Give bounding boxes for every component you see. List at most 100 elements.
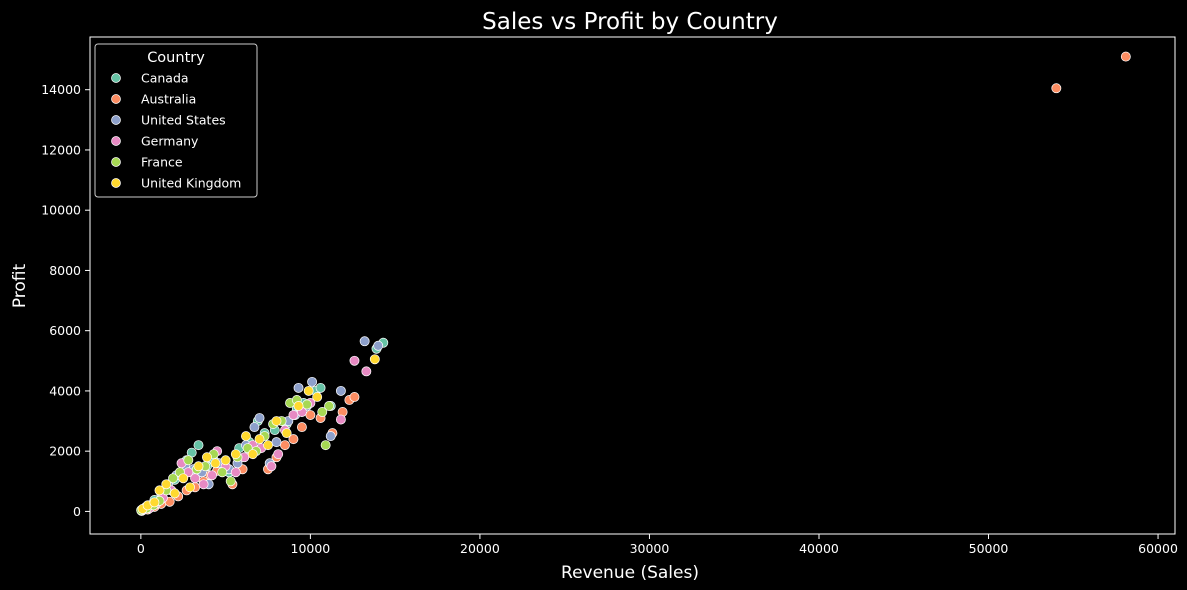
point-united-states (359, 336, 370, 347)
point-germany (335, 414, 346, 425)
point-germany (190, 473, 201, 484)
x-tick-label: 60000 (1138, 541, 1178, 556)
legend-item-germany: Germany (111, 134, 199, 149)
x-tick-label: 40000 (799, 541, 839, 556)
x-tick-label: 10000 (291, 541, 331, 556)
point-france (324, 401, 334, 411)
point-australia (288, 434, 299, 445)
point-france (317, 407, 328, 417)
point-united-kingdom (247, 449, 258, 460)
point-australia (349, 391, 360, 402)
legend-marker-canada (111, 73, 121, 83)
point-united-states (335, 385, 346, 396)
point-united-states (325, 431, 336, 442)
point-united-kingdom (254, 434, 265, 445)
point-united-kingdom (369, 354, 380, 365)
point-united-kingdom (263, 440, 273, 451)
legend-item-canada: Canada (111, 71, 189, 86)
legend-label-france: France (141, 155, 183, 170)
legend-marker-united-states (111, 115, 121, 125)
y-tick-label: 12000 (41, 142, 81, 157)
point-united-states (373, 340, 384, 351)
point-germany (207, 470, 218, 481)
y-tick-label: 14000 (41, 82, 81, 97)
point-france (217, 467, 228, 478)
x-tick-label: 0 (137, 541, 145, 556)
point-united-kingdom (185, 482, 195, 493)
y-tick-label: 2000 (49, 444, 81, 459)
x-tick-label: 20000 (460, 541, 500, 556)
y-axis: 0 2000 4000 6000 8000 10000 12000 14000 (41, 82, 90, 519)
legend-marker-germany (111, 136, 121, 146)
legend-title: Country (147, 50, 205, 66)
point-united-kingdom (312, 391, 323, 402)
point-germany (266, 461, 277, 472)
y-tick-label: 6000 (49, 323, 81, 338)
point-united-kingdom (230, 449, 241, 460)
x-axis-title: Revenue (Sales) (561, 563, 699, 583)
point-united-kingdom (303, 385, 314, 396)
x-axis: 0 10000 20000 30000 40000 50000 60000 (137, 534, 1178, 556)
legend-item-france: France (111, 155, 183, 170)
point-united-states (307, 376, 318, 387)
point-germany (273, 449, 284, 460)
point-united-kingdom (193, 461, 204, 472)
point-france (183, 455, 194, 466)
point-australia (305, 410, 316, 420)
point-united-kingdom (169, 488, 180, 499)
point-germany (361, 366, 372, 377)
legend-box (94, 43, 258, 198)
legend-label-united-kingdom: United Kingdom (141, 176, 241, 191)
point-united-kingdom (154, 485, 165, 496)
point-germany (198, 479, 209, 490)
legend-item-united-kingdom: United Kingdom (111, 176, 241, 191)
x-tick-label: 50000 (969, 541, 1009, 556)
plot-frame (89, 36, 1176, 535)
point-united-states (254, 413, 265, 423)
point-united-kingdom (220, 455, 231, 466)
point-germany (349, 355, 360, 366)
legend-item-australia: Australia (111, 92, 196, 107)
point-united-kingdom (281, 428, 292, 439)
legend-label-australia: Australia (141, 92, 196, 107)
point-united-kingdom (161, 479, 172, 490)
chart-title: Sales vs Profit by Country (482, 9, 778, 35)
point-canada (315, 382, 326, 393)
point-france (168, 473, 179, 484)
legend-marker-united-kingdom (111, 178, 121, 188)
legend-marker-france (111, 157, 121, 167)
points-layer (136, 51, 1131, 516)
legend: Country Canada Australia United States G… (94, 43, 258, 198)
point-united-states (271, 437, 282, 448)
legend-item-united-states: United States (111, 113, 226, 128)
legend-label-canada: Canada (141, 71, 189, 86)
y-axis-title: Profit (10, 263, 30, 308)
point-france (302, 399, 312, 410)
y-tick-label: 10000 (41, 203, 81, 218)
point-united-kingdom (271, 416, 282, 426)
point-germany (288, 410, 299, 420)
y-tick-label: 4000 (49, 383, 81, 398)
point-united-states (293, 382, 304, 393)
point-united-kingdom (293, 401, 304, 411)
point-france (225, 476, 236, 487)
point-australia (1120, 51, 1131, 62)
point-united-kingdom (178, 473, 189, 484)
point-united-states (249, 422, 260, 433)
x-tick-label: 30000 (630, 541, 670, 556)
point-germany (230, 467, 241, 478)
legend-label-germany: Germany (141, 134, 199, 149)
legend-label-united-states: United States (141, 113, 226, 128)
point-united-kingdom (210, 458, 221, 469)
point-australia (296, 422, 307, 433)
point-france (320, 440, 331, 451)
legend-marker-australia (111, 94, 121, 104)
point-united-kingdom (149, 497, 160, 508)
point-australia (1051, 83, 1062, 94)
point-australia (280, 440, 290, 451)
point-canada (193, 440, 204, 451)
y-tick-label: 0 (73, 504, 81, 519)
point-united-kingdom (241, 431, 251, 442)
point-united-kingdom (202, 452, 212, 463)
